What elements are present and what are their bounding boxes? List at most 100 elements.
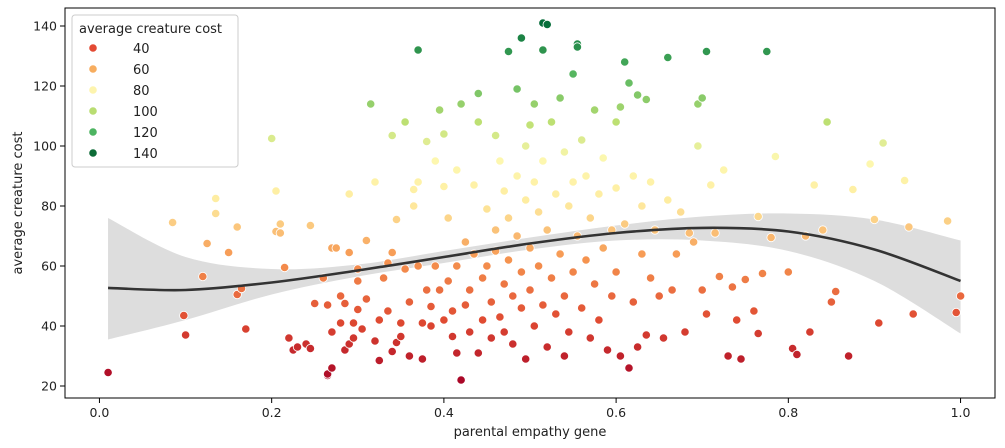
scatter-point [275, 219, 285, 229]
scatter-point [564, 201, 574, 211]
scatter-point [701, 46, 712, 57]
scatter-point [211, 193, 221, 204]
scatter-point [516, 303, 527, 313]
scatter-point [447, 306, 458, 316]
scatter-point [581, 255, 591, 265]
scatter-point [555, 249, 565, 259]
scatter-point [439, 181, 449, 192]
scatter-point [594, 315, 604, 325]
scatter-point [202, 238, 212, 249]
trend-line [108, 226, 962, 292]
x-tick-label: 1.0 [951, 405, 971, 420]
scatter-point [495, 156, 505, 166]
y-tick-label: 80 [41, 199, 57, 214]
scatter-point [310, 298, 320, 309]
scatter-point [955, 291, 966, 301]
legend-title: average creature cost [79, 22, 222, 37]
scatter-point [899, 175, 910, 186]
scatter-point [564, 327, 574, 337]
scatter-point [529, 321, 539, 331]
scatter-point [620, 57, 630, 67]
scatter-point [361, 294, 371, 304]
scatter-point [615, 102, 626, 112]
scatter-point [168, 217, 178, 228]
scatter-point [521, 195, 531, 205]
scatter-point [628, 297, 638, 307]
scatter-point [723, 351, 733, 361]
scatter-point [589, 105, 600, 115]
scatter-point [667, 285, 677, 295]
scatter-point [757, 268, 768, 279]
scatter-point [413, 45, 423, 55]
scatter-point [521, 354, 531, 364]
scatter-point [865, 159, 875, 169]
scatter-point [409, 184, 419, 195]
scatter-point [753, 328, 763, 339]
scatter-point [818, 225, 828, 235]
scatter-point [594, 189, 604, 199]
scatter-point [460, 237, 470, 247]
scatter-point [387, 346, 397, 357]
scatter-point [516, 33, 527, 43]
scatter-point [611, 117, 621, 127]
scatter-point [727, 282, 738, 292]
scatter-point [305, 343, 315, 354]
scatter-point [465, 285, 475, 295]
scatter-point [624, 363, 634, 373]
scatter-point [387, 247, 397, 258]
x-tick-label: 0.6 [606, 405, 626, 420]
scatter-point [477, 273, 488, 283]
scatter-point [366, 99, 376, 109]
scatter-point [874, 318, 884, 328]
scatter-point [546, 273, 557, 283]
scatter-point [654, 291, 664, 301]
scatter-point [525, 285, 535, 295]
scatter-point [512, 231, 522, 241]
scatter-point [697, 285, 707, 295]
scatter-point [766, 232, 776, 243]
scatter-point [482, 261, 492, 271]
scatter-point [469, 180, 479, 190]
scatter-point [353, 276, 363, 286]
scatter-point [538, 300, 548, 310]
scatter-point [473, 88, 483, 99]
scatter-point [546, 117, 557, 127]
scatter-point [688, 237, 699, 247]
y-tick-label: 20 [41, 379, 57, 394]
scatter-point [589, 279, 600, 289]
scatter-point [826, 297, 837, 307]
scatter-point [292, 342, 303, 352]
scatter-point [271, 186, 281, 196]
scatter-point [749, 306, 759, 316]
scatter-point [426, 321, 436, 331]
scatter-point [645, 177, 656, 187]
scatter-point [430, 156, 440, 166]
scatter-point [632, 90, 643, 100]
scatter-point [878, 138, 888, 148]
scatter-point [508, 291, 518, 301]
scatter-point [409, 201, 419, 211]
scatter-point [439, 129, 449, 139]
scatter-point [942, 216, 953, 226]
legend-marker [88, 127, 98, 137]
scatter-point [645, 273, 656, 283]
legend-label: 40 [133, 42, 150, 57]
scatter-point [753, 211, 763, 222]
scatter-point [559, 147, 570, 157]
scatter-point [434, 105, 445, 115]
scatter-point [383, 306, 393, 316]
scatter-point [770, 151, 781, 162]
scatter-point [103, 367, 113, 378]
scatter-point [740, 274, 750, 285]
scatter-point [400, 117, 410, 127]
scatter-point [512, 84, 522, 94]
scatter-point [482, 204, 492, 214]
legend-marker [88, 106, 98, 116]
scatter-point [422, 136, 432, 147]
scatter-point [658, 333, 669, 343]
scatter-point [624, 78, 634, 88]
scatter-point [486, 297, 496, 307]
scatter-point [417, 318, 427, 328]
scatter-point [710, 228, 720, 238]
scatter-point [279, 262, 290, 273]
